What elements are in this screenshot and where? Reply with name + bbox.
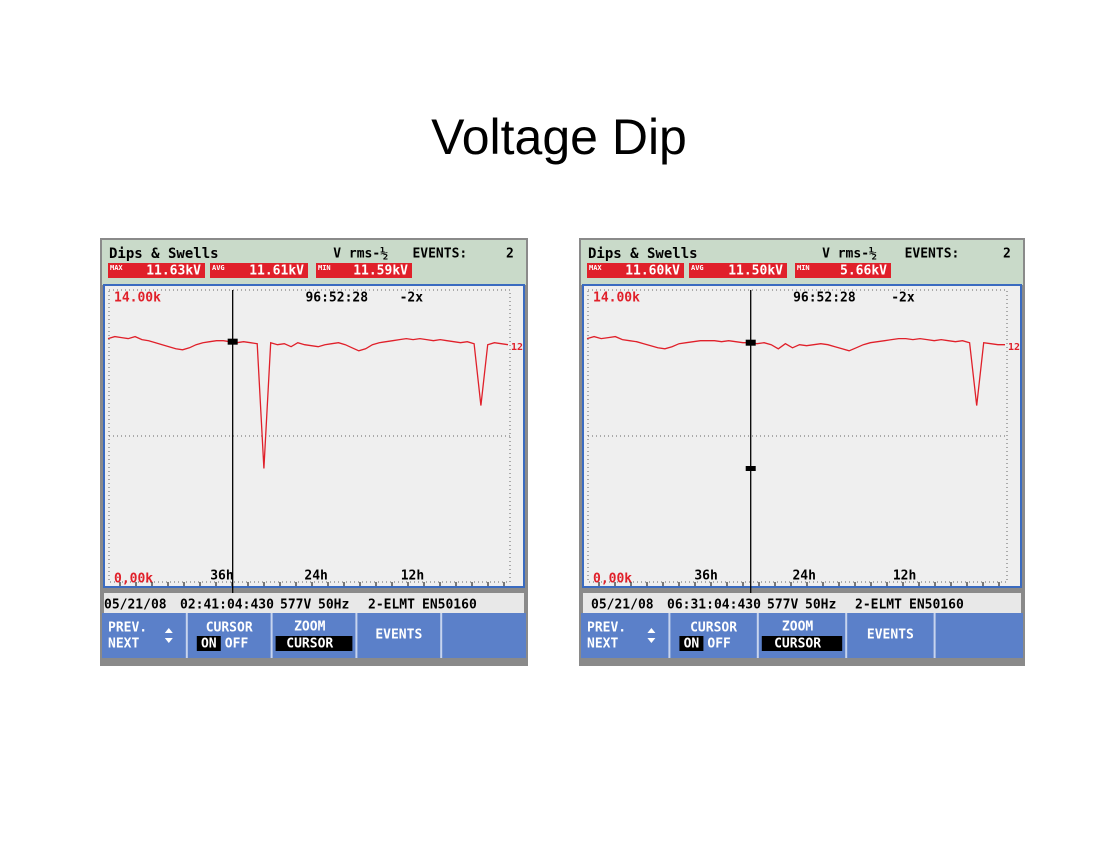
button-text: EVENTS (867, 628, 914, 643)
reading-value: 11.63kV (146, 264, 201, 279)
button-text: CURSOR (690, 621, 737, 636)
cursor-marker (227, 338, 238, 345)
y-top-label: 14.00k (114, 291, 161, 306)
reading-box (108, 263, 205, 278)
status-item: 50Hz (318, 598, 349, 613)
x-label: 24h (792, 569, 815, 584)
reading-tag: AVG (691, 264, 704, 272)
status-item: 05/21/08 (104, 598, 167, 613)
timer: 96:52:28 (793, 291, 856, 306)
button-text: ON (684, 637, 700, 652)
x-label: 24h (304, 569, 327, 584)
status-item: EN50160 (909, 598, 964, 613)
button-text[interactable]: PREV. (108, 621, 147, 636)
reading-box (316, 263, 412, 278)
arrow-icon (164, 628, 173, 643)
status-item: 577V (767, 598, 798, 613)
timer: 96:52:28 (305, 291, 368, 306)
voltage-trace (586, 335, 1005, 406)
reading-tag: AVG (212, 264, 225, 272)
events-label: EVENTS: (412, 247, 467, 262)
cursor-marker (745, 466, 756, 471)
reading-tag: MIN (797, 264, 810, 272)
mode-label: Dips & Swells (588, 246, 698, 262)
button-text: NEXT (587, 637, 618, 652)
reading-value: 5.66kV (840, 264, 887, 279)
status-bg (583, 593, 1021, 613)
reading-box (587, 263, 684, 278)
measure-label: V rms-½ (333, 247, 388, 262)
x-label: 36h (210, 569, 233, 584)
button-text[interactable]: PREV. (587, 621, 626, 636)
voltage-trace (107, 335, 509, 469)
arrow-icon (647, 628, 656, 643)
status-item: 06:31:04:430 (667, 598, 761, 613)
reading-box (795, 263, 891, 278)
button-text: CURSOR (774, 637, 821, 652)
reading-tag: MIN (318, 264, 331, 272)
events-label: EVENTS: (905, 247, 960, 262)
x-label: 36h (694, 569, 717, 584)
button-text: CURSOR (206, 621, 253, 636)
y-bottom-label: 0,00k (114, 572, 153, 587)
button-text: OFF (225, 637, 249, 652)
button-text: OFF (707, 637, 731, 652)
reading-value: 11.60kV (625, 264, 680, 279)
reading-tag: MAX (110, 264, 123, 272)
slide-title: Voltage Dip (431, 109, 687, 165)
zoom-level: -2x (891, 291, 915, 306)
reading-value: 11.50kV (728, 264, 783, 279)
analyzer-screen: Dips & Swells V rms-½ EVENTS: 2 MAX 11.63kV AV… (100, 238, 528, 666)
level-label: 12 (511, 342, 523, 353)
events-count: 2 (506, 247, 514, 262)
cursor-marker (745, 339, 756, 346)
status-item: 50Hz (805, 598, 836, 613)
zoom-level: -2x (400, 291, 424, 306)
reading-box (210, 263, 308, 278)
status-item: 577V (280, 598, 311, 613)
button-text: ZOOM (782, 620, 813, 635)
button-text: ON (201, 637, 217, 652)
on-bg (679, 636, 704, 651)
x-label: 12h (401, 569, 424, 584)
y-top-label: 14.00k (593, 291, 640, 306)
measure-label: V rms-½ (822, 247, 877, 262)
status-item: 2-ELMT (855, 598, 902, 613)
on-bg (196, 636, 221, 651)
status-item: 02:41:04:430 (180, 598, 274, 613)
reading-value: 11.59kV (353, 264, 408, 279)
events-count: 2 (1003, 247, 1011, 262)
button-text: NEXT (108, 637, 139, 652)
button-text: ZOOM (294, 620, 325, 635)
analyzer-screen: Dips & Swells V rms-½ EVENTS: 2 MAX 11.60kV AV… (579, 238, 1025, 666)
status-item: 2-ELMT (368, 598, 415, 613)
reading-value: 11.61kV (249, 264, 304, 279)
status-item: 05/21/08 (591, 598, 654, 613)
zoom-cursor-bg (761, 636, 843, 651)
button-text: EVENTS (375, 628, 422, 643)
reading-box (689, 263, 787, 278)
x-label: 12h (893, 569, 916, 584)
status-bg (104, 593, 524, 613)
status-item: EN50160 (422, 598, 477, 613)
level-label: 12 (1008, 342, 1020, 353)
zoom-cursor-bg (275, 636, 353, 651)
button-text: CURSOR (286, 637, 333, 652)
y-bottom-label: 0,00k (593, 572, 632, 587)
reading-tag: MAX (589, 264, 602, 272)
mode-label: Dips & Swells (109, 246, 219, 262)
